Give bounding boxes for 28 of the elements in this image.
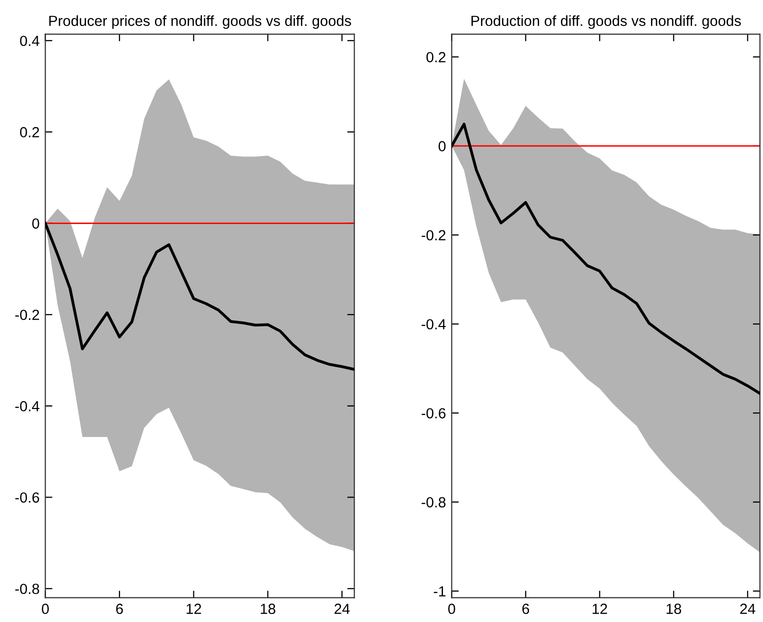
- line-series: [45, 222, 354, 371]
- y-tick-label: -1: [434, 586, 446, 596]
- x-tick-label: 0: [448, 604, 456, 614]
- x-tick-label: 0: [42, 604, 49, 614]
- x-tick-label: 12: [186, 604, 202, 614]
- x-tick-label: 18: [260, 604, 276, 614]
- y-tick-label: 0.2: [20, 127, 40, 138]
- y-tick-label: 0: [32, 218, 40, 229]
- y-tick-label: 0: [438, 141, 446, 152]
- y-tick-label: 0.4: [20, 36, 40, 46]
- x-tick-label: 6: [116, 604, 123, 614]
- x-tick-label: 12: [592, 604, 608, 614]
- line-series: [452, 122, 760, 395]
- x-tick-label: 24: [740, 604, 756, 614]
- y-tick-label: 0.2: [426, 52, 446, 62]
- chart-title: Production of diff. goods vs nondiff. goods: [471, 15, 741, 29]
- y-tick-label: -0.6: [15, 492, 40, 503]
- x-tick-label: 18: [666, 604, 682, 614]
- x-tick-label: 24: [334, 604, 350, 614]
- x-tick-label: 6: [522, 604, 530, 614]
- y-tick-label: -0.8: [422, 497, 446, 508]
- y-tick-label: -0.6: [422, 408, 446, 418]
- y-tick-label: -0.2: [15, 310, 40, 320]
- y-tick-label: -0.4: [422, 319, 446, 330]
- y-tick-label: -0.4: [15, 401, 40, 412]
- y-tick-label: -0.8: [15, 584, 40, 594]
- chart-title: Producer prices of nondiff. goods vs diff. goods: [49, 15, 352, 29]
- y-tick-label: -0.2: [422, 230, 446, 240]
